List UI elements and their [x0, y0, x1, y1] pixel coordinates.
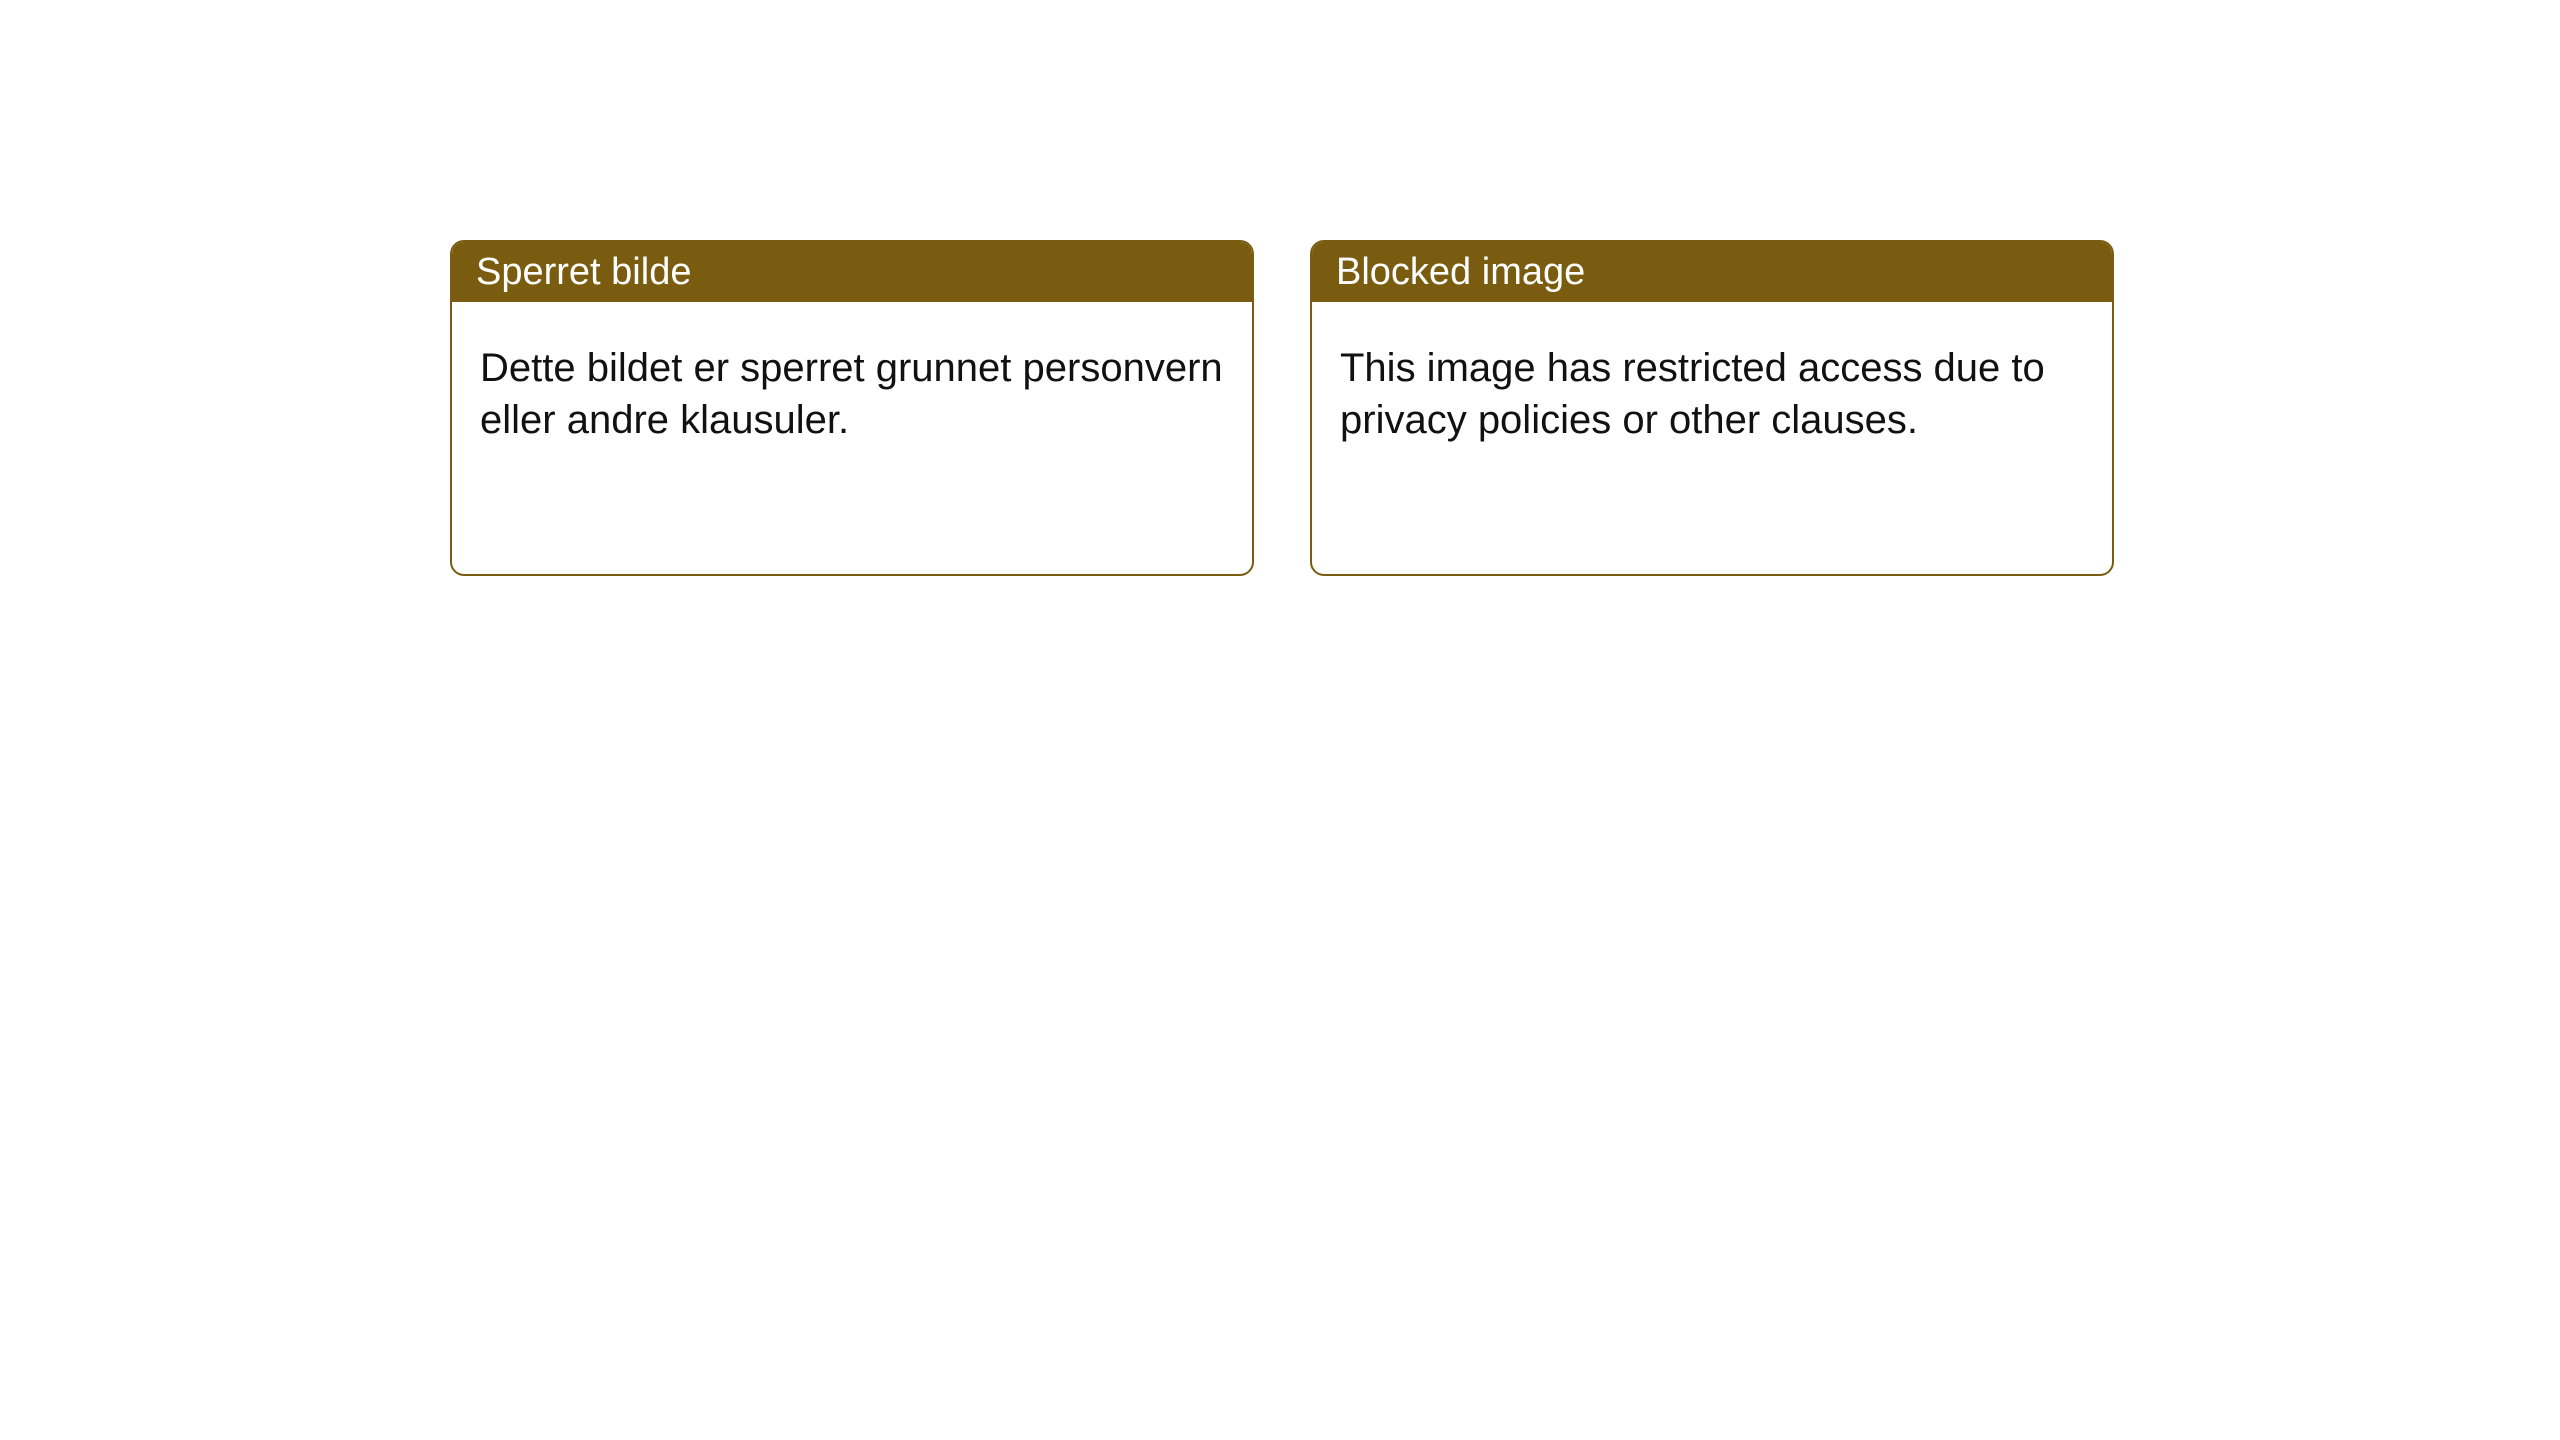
notice-header: Sperret bilde — [452, 242, 1252, 302]
notice-box-norwegian: Sperret bilde Dette bildet er sperret gr… — [450, 240, 1254, 576]
notice-body: Dette bildet er sperret grunnet personve… — [452, 302, 1252, 486]
notice-box-english: Blocked image This image has restricted … — [1310, 240, 2114, 576]
notice-header: Blocked image — [1312, 242, 2112, 302]
notice-body-text: This image has restricted access due to … — [1340, 346, 2045, 442]
notice-body: This image has restricted access due to … — [1312, 302, 2112, 486]
notices-container: Sperret bilde Dette bildet er sperret gr… — [450, 240, 2560, 576]
notice-body-text: Dette bildet er sperret grunnet personve… — [480, 346, 1223, 442]
notice-title: Sperret bilde — [476, 251, 691, 294]
notice-title: Blocked image — [1336, 251, 1585, 294]
